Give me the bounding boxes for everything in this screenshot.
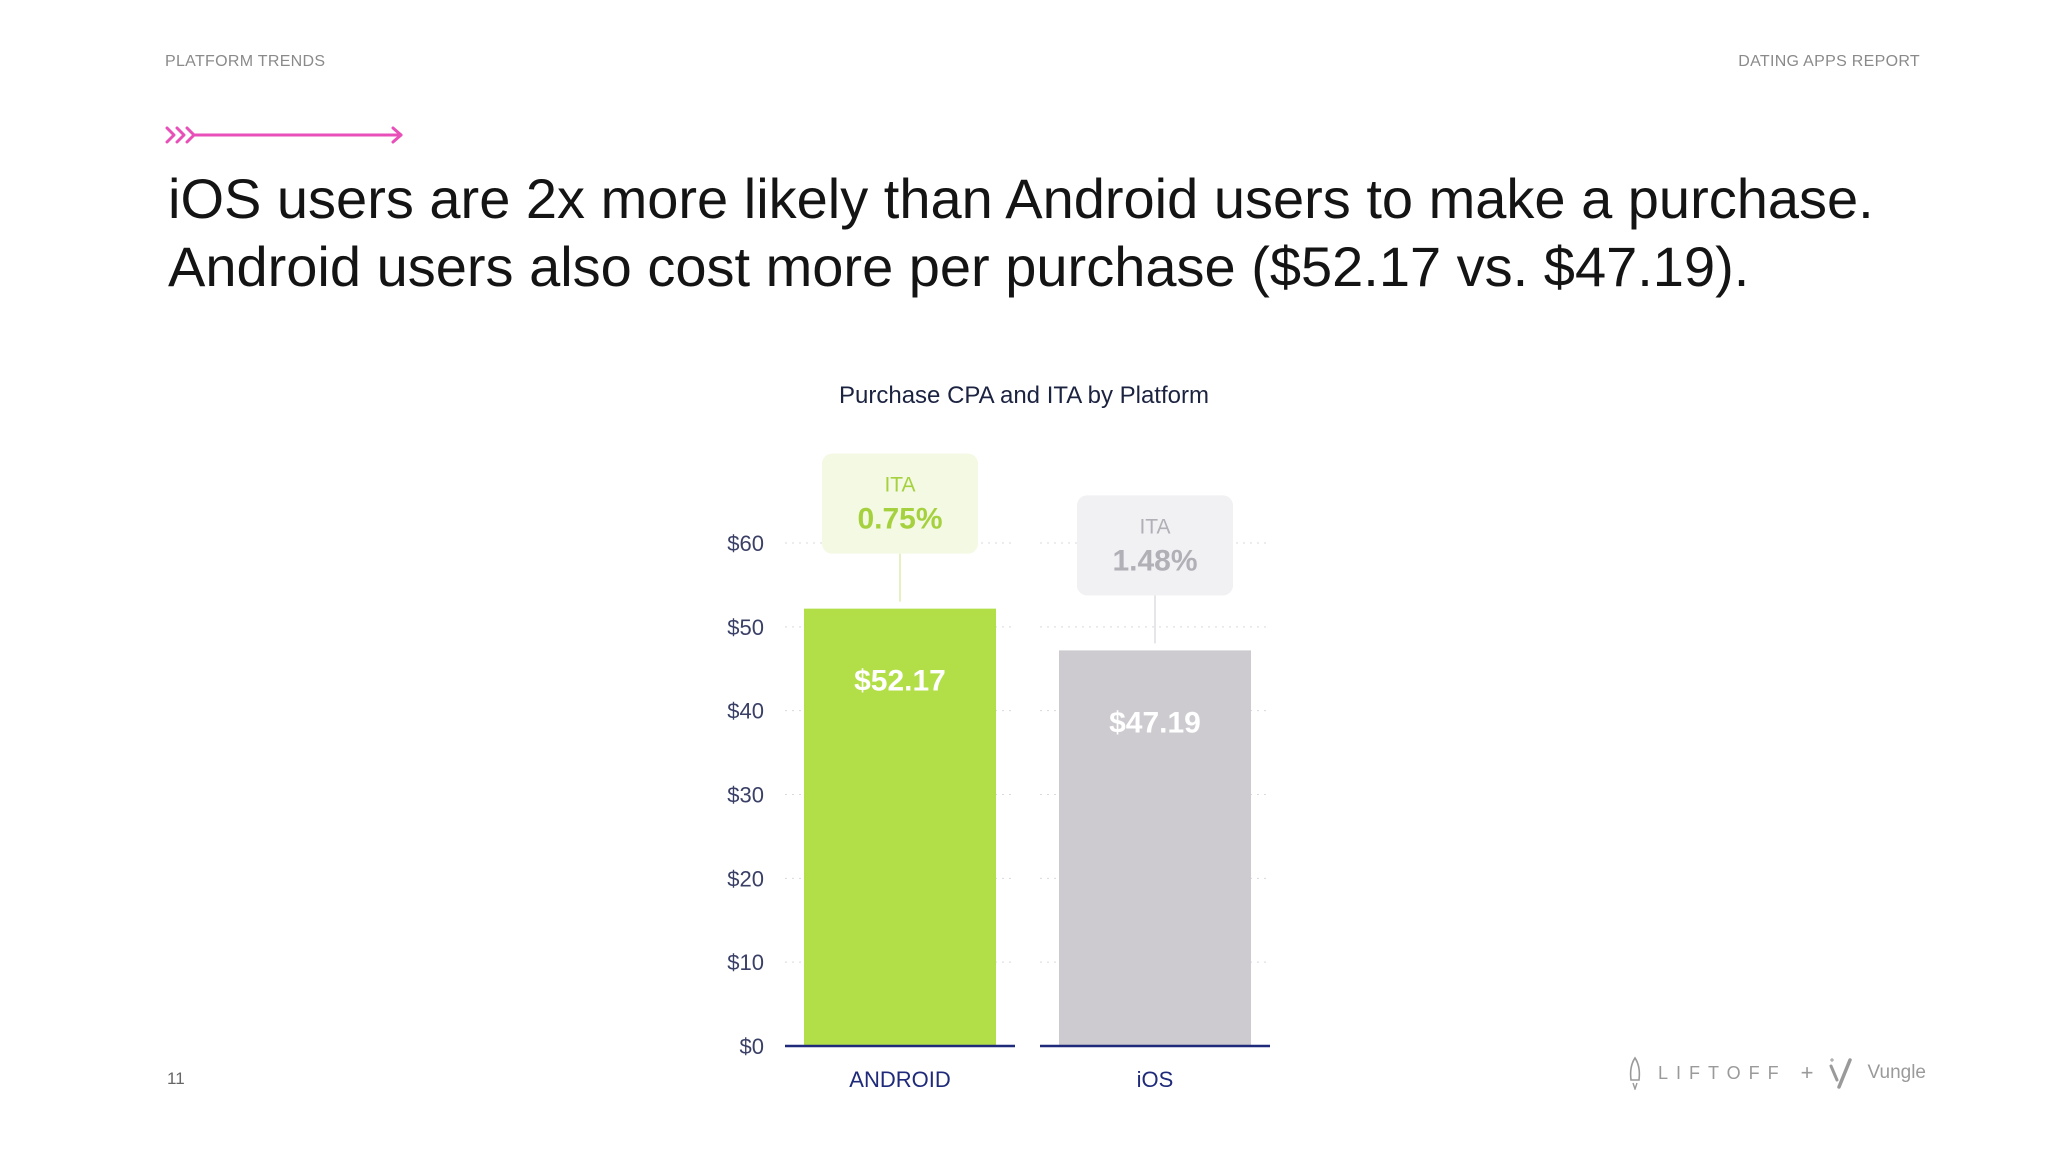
y-tick-label: $30 <box>727 783 764 808</box>
bar-android <box>804 608 996 1046</box>
chart-title: Purchase CPA and ITA by Platform <box>839 382 1209 409</box>
brand-logo: LIFTOFF + Vungle <box>1626 1056 1926 1090</box>
ita-label: ITA <box>884 474 915 497</box>
ita-callout <box>1077 495 1233 596</box>
ita-value: 1.48% <box>1112 544 1197 577</box>
y-tick-label: $0 <box>740 1034 764 1059</box>
bar-value-label: $47.19 <box>1109 706 1201 739</box>
ita-callout <box>822 453 978 554</box>
rocket-icon <box>1629 1056 1641 1090</box>
bar-value-label: $52.17 <box>854 665 946 698</box>
bar-ios <box>1059 650 1251 1046</box>
liftoff-wordmark: LIFTOFF <box>1658 1062 1787 1083</box>
report-label: DATING APPS REPORT <box>1738 53 1920 70</box>
headline-line-2: Android users also cost more per purchas… <box>168 235 1750 298</box>
page-number: 11 <box>167 1069 185 1088</box>
vungle-mark-icon <box>1829 1058 1852 1089</box>
section-label: PLATFORM TRENDS <box>165 53 326 70</box>
logo-plus: + <box>1800 1060 1814 1085</box>
headline-line-1: iOS users are 2x more likely than Androi… <box>168 167 1874 230</box>
ita-value: 0.75% <box>857 503 942 536</box>
category-label: ANDROID <box>849 1067 950 1092</box>
vungle-wordmark: Vungle <box>1867 1062 1926 1083</box>
category-label: iOS <box>1137 1067 1174 1092</box>
y-tick-label: $10 <box>727 950 764 975</box>
ita-label: ITA <box>1139 515 1170 538</box>
y-tick-label: $60 <box>727 531 764 556</box>
y-tick-label: $40 <box>727 699 764 724</box>
decorative-arrow-icon <box>165 126 403 144</box>
y-tick-label: $50 <box>727 615 764 640</box>
y-tick-label: $20 <box>727 866 764 891</box>
